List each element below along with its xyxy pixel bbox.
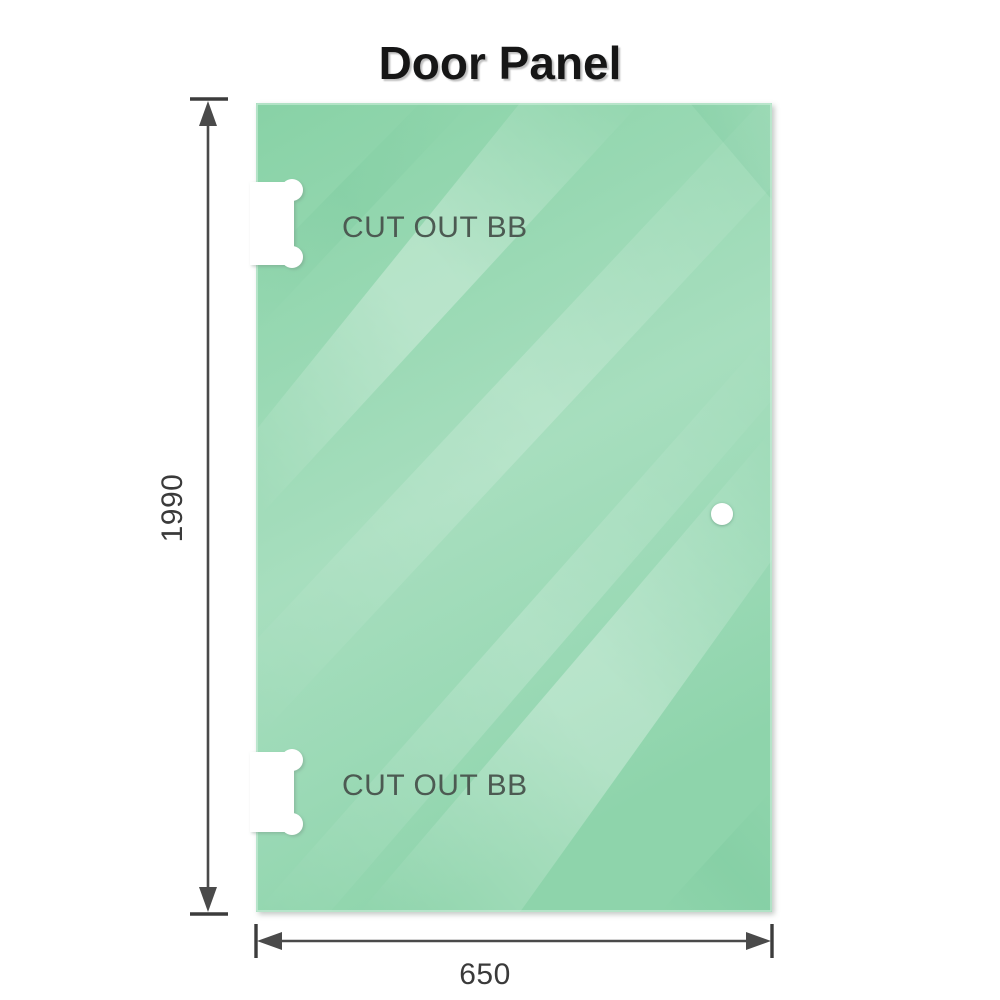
- highlight-streak-4: [256, 330, 772, 912]
- dim-height-label: 1990: [156, 474, 189, 543]
- dim-width-label: 650: [459, 958, 511, 991]
- shade-streak-3: [690, 103, 772, 200]
- dim-width-arrow-left: [257, 932, 282, 950]
- shade-streak-2: [256, 103, 470, 330]
- dim-width-arrow-right: [746, 932, 771, 950]
- cutout-lower: CUT OUT BB: [250, 749, 528, 835]
- dim-height-arrow-top: [199, 101, 217, 126]
- cutout-lower-bulge-top: [281, 749, 303, 771]
- cutout-upper-label: CUT OUT BB: [342, 211, 528, 244]
- dim-height-arrow-bottom: [199, 887, 217, 912]
- cutout-upper: CUT OUT BB: [250, 179, 528, 268]
- dimension-width: 650: [254, 924, 774, 991]
- page-title: Door Panel: [379, 37, 622, 89]
- glass-panel-group: [256, 103, 772, 912]
- cutout-upper-bulge-top: [281, 179, 303, 201]
- highlight-streak-2: [256, 103, 772, 740]
- handle-hole-icon: [711, 503, 733, 525]
- cutout-lower-bulge-bottom: [281, 813, 303, 835]
- highlight-streak-3: [360, 430, 772, 912]
- glass-reflection-streaks: [256, 103, 772, 912]
- dimension-height: 1990: [156, 97, 228, 916]
- panel-edge-highlight: [256, 103, 772, 912]
- highlight-streak-1: [256, 103, 640, 520]
- cutout-upper-bulge-bottom: [281, 246, 303, 268]
- cutout-lower-label: CUT OUT BB: [342, 769, 528, 802]
- shade-streak-1: [660, 790, 772, 912]
